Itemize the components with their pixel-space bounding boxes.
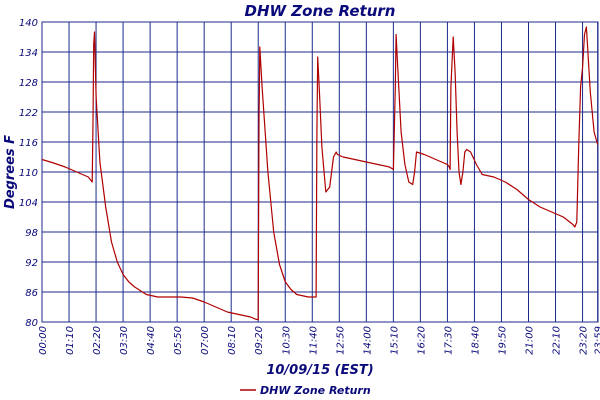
chart-title: DHW Zone Return (245, 2, 396, 20)
x-tick-label: 19:50 (497, 326, 508, 355)
x-tick-label: 07:00 (200, 326, 211, 355)
x-tick-label: 02:20 (92, 326, 103, 355)
y-tick-label: 98 (25, 228, 38, 239)
legend: DHW Zone Return (240, 384, 371, 397)
y-tick-label: 104 (19, 198, 38, 209)
y-tick-label: 92 (25, 258, 38, 269)
y-tick-label: 116 (19, 138, 38, 149)
x-tick-label: 15:10 (389, 326, 400, 355)
y-tick-label: 80 (25, 318, 38, 329)
x-tick-label: 10:30 (281, 326, 292, 355)
series-layer (41, 26, 599, 321)
y-tick-label: 110 (19, 168, 38, 179)
x-tick-label: 23:20 (579, 326, 590, 355)
x-axis-label: 10/09/15 (EST) (266, 363, 373, 378)
x-tick-label: 21:00 (525, 326, 536, 355)
x-tick-label: 00:00 (38, 326, 49, 355)
series-line (41, 26, 599, 321)
y-tick-label: 86 (25, 288, 38, 299)
y-tick-label: 122 (19, 108, 38, 119)
y-tick-labels: 80 86 92 98 104 110 116 122 128 134 140 (19, 18, 38, 329)
x-tick-label: 11:40 (308, 326, 319, 355)
x-tick-label: 23:59 (594, 326, 600, 355)
x-tick-label: 14:00 (362, 326, 373, 355)
x-tick-label: 16:20 (416, 326, 427, 355)
x-tick-label: 04:40 (146, 326, 157, 355)
x-tick-label: 01:10 (65, 326, 76, 355)
y-tick-label: 134 (19, 48, 38, 59)
x-tick-label: 18:40 (470, 326, 481, 355)
grid (41, 21, 599, 323)
x-tick-label: 05:50 (173, 326, 184, 355)
y-tick-label: 128 (19, 78, 38, 89)
x-tick-label: 12:50 (335, 326, 346, 355)
legend-label: DHW Zone Return (260, 384, 371, 397)
y-axis-label: Degrees F (3, 135, 18, 209)
x-tick-label: 03:30 (119, 326, 130, 355)
x-tick-label: 22:10 (552, 326, 563, 355)
y-tick-label: 140 (19, 18, 38, 29)
x-tick-labels: 00:00 01:10 02:20 03:30 04:40 05:50 07:00 08:10… (38, 326, 600, 355)
x-tick-label: 17:30 (443, 326, 454, 355)
x-tick-label: 08:10 (227, 326, 238, 355)
x-tick-label: 09:20 (254, 326, 265, 355)
